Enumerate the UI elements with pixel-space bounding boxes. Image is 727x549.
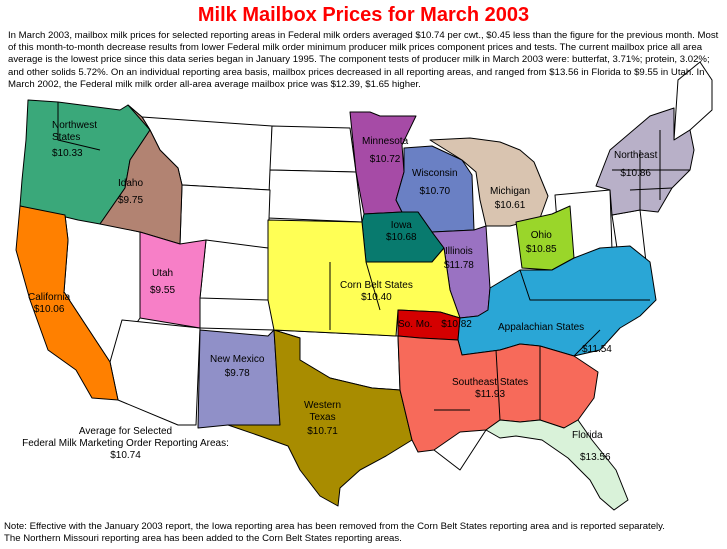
average-price-note: Average for Selected Federal Milk Market… <box>8 426 243 462</box>
northeast-price: $10.86 <box>620 168 651 179</box>
southeast-label: Southeast States $11.93 <box>452 377 529 400</box>
california-price: $10.06 <box>33 304 65 315</box>
illinois-price: $11.78 <box>444 260 474 271</box>
arizona-state <box>109 319 201 426</box>
footnote: Note: Effective with the January 2003 re… <box>4 521 665 544</box>
wisconsin-price: $10.70 <box>419 186 451 197</box>
california-label: California $10.06 <box>28 292 71 315</box>
florida-price: $13.56 <box>580 452 611 463</box>
northwest-price: $10.33 <box>52 148 83 159</box>
new-mexico-label: New Mexico $9.78 <box>210 354 265 379</box>
average-price-value: $10.74 <box>110 450 141 461</box>
idaho-price: $9.75 <box>118 195 144 206</box>
western-texas-price: $10.71 <box>307 426 338 437</box>
northwest-label: Northwest States $10.33 <box>52 120 98 159</box>
wisconsin-label: Wisconsin $10.70 <box>412 168 458 197</box>
iowa-label: Iowa $10.68 <box>386 220 417 243</box>
intro-paragraph: In March 2003, mailbox milk prices for s… <box>8 30 719 90</box>
corn-belt-label: Corn Belt States $10.40 <box>340 280 413 303</box>
minnesota-price: $10.72 <box>369 154 401 165</box>
utah-region <box>139 231 207 329</box>
illinois-label: Illinois $11.78 <box>444 246 474 271</box>
north-dakota-state <box>269 125 357 173</box>
utah-price: $9.55 <box>150 285 176 296</box>
ohio-label: Ohio $10.85 <box>526 230 557 255</box>
map-title: Milk Mailbox Prices for March 2003 <box>197 4 530 26</box>
idaho-label: Idaho $9.75 <box>118 178 144 206</box>
california-region <box>15 205 119 401</box>
utah-label: Utah $9.55 <box>150 268 176 296</box>
southeast-price: $11.93 <box>475 389 505 400</box>
corn-belt-price: $10.40 <box>361 292 392 303</box>
so-mo-price: $10.82 <box>441 319 472 330</box>
minnesota-label: Minnesota $10.72 <box>362 136 409 165</box>
appalachian-price: $11.54 <box>582 344 612 355</box>
appalachian-label: Appalachian States $11.54 <box>498 322 612 355</box>
colorado-state <box>199 239 269 301</box>
south-dakota-state <box>267 169 363 223</box>
western-texas-label: Western Texas $10.71 <box>304 400 342 437</box>
wyoming-state <box>179 184 271 249</box>
michigan-price: $10.61 <box>494 200 526 211</box>
michigan-label: Michigan $10.61 <box>490 186 531 211</box>
iowa-price: $10.68 <box>386 232 417 243</box>
florida-label: Florida $13.56 <box>572 430 611 463</box>
so-mo-label: So. Mo. $10.82 <box>398 319 472 330</box>
new-mexico-price: $9.78 <box>224 368 250 379</box>
northeast-label: Northeast $10.86 <box>614 150 658 179</box>
ohio-price: $10.85 <box>526 244 557 255</box>
florida-region <box>485 419 629 511</box>
western-texas-region <box>227 329 413 507</box>
